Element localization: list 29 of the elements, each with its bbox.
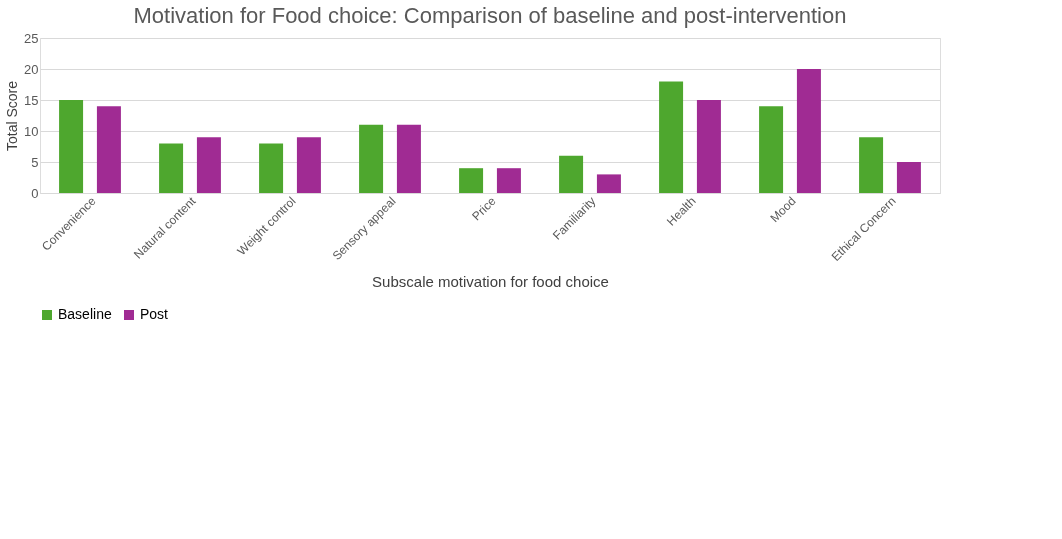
x-axis-title: Subscale motivation for food choice — [372, 273, 609, 291]
bar — [359, 124, 384, 193]
bar — [559, 155, 584, 193]
bar — [96, 106, 121, 193]
y-axis-title: Total Score — [4, 80, 21, 152]
bar — [296, 137, 321, 193]
chart-title: Motivation for Food choice: Comparison of baseline and post-intervention — [133, 3, 847, 28]
legend-label: Baseline — [58, 306, 112, 322]
y-tick-label: 15 — [24, 92, 39, 108]
bar — [859, 137, 884, 193]
bar — [196, 137, 221, 193]
y-tick-label: 20 — [24, 61, 39, 77]
bar — [496, 168, 521, 193]
bar — [459, 168, 484, 193]
y-tick-label: 25 — [24, 30, 39, 46]
y-tick-label: 10 — [24, 123, 39, 139]
legend-label: Post — [140, 306, 169, 322]
bar — [396, 124, 421, 193]
bar — [259, 143, 284, 193]
bar — [796, 69, 821, 193]
bar — [59, 100, 84, 193]
bar — [659, 81, 684, 193]
bar — [596, 174, 621, 193]
bar — [696, 100, 721, 193]
bar — [159, 143, 184, 193]
y-tick-label: 0 — [31, 185, 39, 201]
y-tick-label: 5 — [31, 154, 39, 170]
bar — [896, 162, 921, 193]
bar — [759, 106, 784, 193]
